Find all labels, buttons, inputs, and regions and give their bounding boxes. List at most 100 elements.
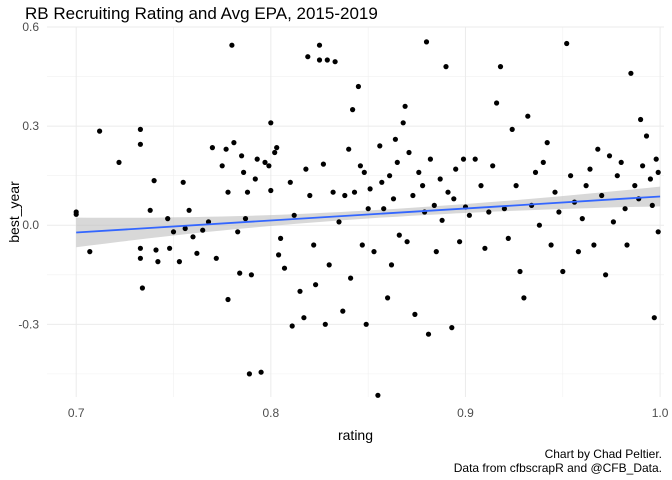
data-point (268, 120, 274, 126)
data-point (445, 189, 451, 195)
data-point (412, 311, 418, 317)
data-point (371, 249, 377, 255)
data-point (137, 255, 143, 261)
data-point (322, 321, 328, 327)
data-point (536, 222, 543, 228)
data-point (340, 308, 346, 314)
data-point (560, 268, 566, 275)
data-point (472, 156, 478, 162)
data-point (357, 163, 363, 169)
data-point (387, 173, 393, 179)
data-point (332, 59, 338, 65)
data-points (73, 39, 661, 398)
data-point (451, 196, 457, 202)
data-point (219, 163, 225, 169)
data-point (241, 169, 247, 175)
data-point (490, 163, 496, 169)
data-point (200, 227, 206, 233)
data-point (653, 156, 659, 162)
data-point (628, 70, 634, 76)
data-point (155, 259, 161, 265)
data-point (497, 64, 504, 70)
data-point (453, 166, 459, 172)
data-point (385, 295, 391, 301)
data-point (205, 219, 212, 225)
data-point (361, 169, 367, 175)
data-point (237, 270, 243, 276)
data-point (431, 202, 437, 208)
data-point (579, 216, 585, 222)
data-point (266, 163, 272, 169)
data-point (587, 166, 593, 172)
data-point (622, 206, 628, 212)
data-point (225, 296, 231, 303)
data-point (402, 103, 408, 109)
data-point (505, 235, 511, 241)
data-point (640, 163, 646, 169)
data-point (289, 323, 295, 329)
data-point (614, 173, 620, 179)
data-point (223, 146, 229, 152)
data-point (437, 176, 443, 182)
data-point (186, 207, 192, 213)
confidence-band (76, 186, 661, 248)
data-point (276, 252, 282, 258)
data-point (606, 153, 613, 159)
data-point (268, 187, 274, 194)
data-point (330, 189, 336, 195)
data-point (167, 245, 173, 251)
data-point (540, 159, 546, 165)
data-point (281, 265, 288, 271)
data-point (632, 183, 638, 189)
y-tick-label: 0.0 (22, 218, 39, 232)
data-point (439, 217, 445, 223)
data-point (603, 272, 609, 278)
data-point (170, 229, 177, 235)
data-point (643, 133, 650, 139)
data-point (248, 272, 254, 278)
data-point (313, 282, 319, 288)
data-point (381, 206, 387, 212)
data-point (303, 166, 309, 172)
y-tick-label: 0.6 (22, 20, 39, 34)
data-point (544, 140, 550, 146)
data-point (305, 54, 311, 60)
data-point (291, 212, 297, 218)
data-point (316, 57, 323, 63)
data-point (231, 140, 237, 146)
data-point (147, 207, 153, 213)
data-point (87, 249, 93, 255)
data-point (182, 225, 188, 232)
data-point (190, 234, 196, 240)
data-point (595, 146, 601, 152)
data-point (137, 141, 143, 147)
data-point (552, 189, 558, 195)
data-point (262, 159, 268, 165)
data-point (239, 153, 245, 159)
data-point (137, 126, 143, 132)
data-point (494, 100, 500, 106)
data-point (655, 169, 661, 175)
y-tick-labels: -0.3 0.0 0.3 0.6 (18, 20, 39, 331)
data-point (316, 42, 323, 48)
data-point (229, 42, 235, 48)
data-point (449, 325, 455, 331)
data-point (324, 57, 330, 63)
data-point (213, 255, 219, 261)
data-point (246, 371, 252, 377)
data-point (379, 179, 385, 185)
data-point (394, 159, 400, 165)
data-point (420, 183, 426, 189)
data-point (97, 128, 103, 134)
data-point (410, 192, 416, 199)
data-point (564, 40, 570, 47)
chart-title: RB Recruiting Rating and Avg EPA, 2015-2… (25, 4, 378, 23)
data-point (482, 245, 488, 251)
data-point (396, 232, 402, 238)
data-point (225, 189, 231, 195)
data-point (377, 143, 383, 149)
data-point (297, 288, 303, 294)
confidence-band-area (76, 186, 661, 248)
data-point (342, 192, 348, 199)
